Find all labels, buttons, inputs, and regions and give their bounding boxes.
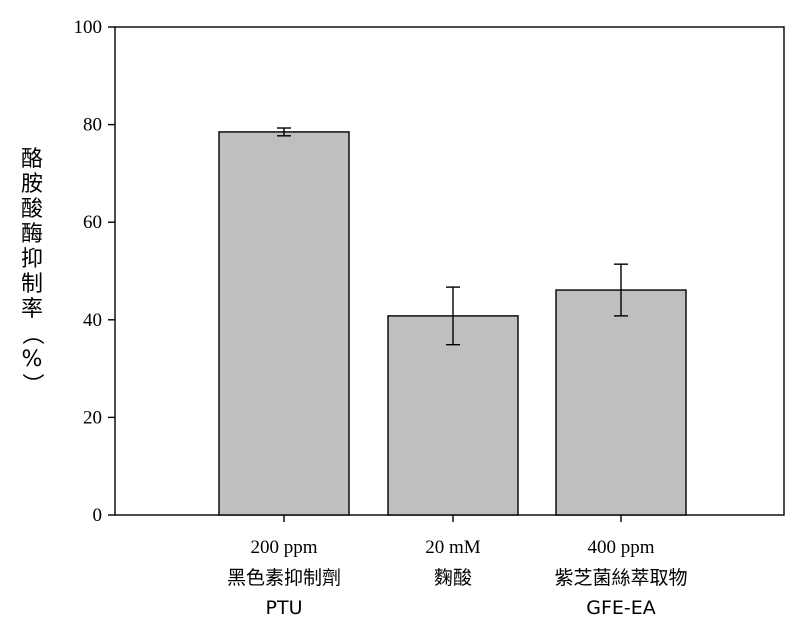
y-axis-label-char: 制 xyxy=(21,272,43,297)
y-tick-label: 0 xyxy=(93,505,103,526)
y-axis-ticks: 0 20 40 60 80 100 xyxy=(74,17,115,526)
y-axis-label-char: 酪 xyxy=(21,147,43,172)
y-axis-label-char: ） xyxy=(19,373,44,395)
y-axis-label-char: 抑 xyxy=(21,247,43,272)
y-tick-label: 40 xyxy=(83,310,102,331)
x-category-name: 麴酸 xyxy=(434,567,472,589)
x-category-code: GFE-EA xyxy=(586,597,656,619)
x-category-name: 紫芝菌絲萃取物 xyxy=(554,567,687,589)
x-category-name: 黑色素抑制劑 xyxy=(227,567,341,589)
y-tick-label: 100 xyxy=(74,17,103,38)
y-axis-label-char: （ xyxy=(19,323,44,345)
bar xyxy=(387,315,519,516)
y-axis-label-char: 率 xyxy=(21,297,43,322)
x-category-dose: 400 ppm xyxy=(587,537,654,558)
y-tick-label: 20 xyxy=(83,407,102,428)
y-axis-label-char: 酶 xyxy=(21,222,43,247)
x-category-code: PTU xyxy=(266,597,303,619)
x-axis-ticks: 200 ppm 黑色素抑制劑 PTU 20 mM 麴酸 400 ppm 紫芝菌絲萃取物 GFE… xyxy=(227,515,688,619)
x-category-dose: 200 ppm xyxy=(250,537,317,558)
y-tick-label: 80 xyxy=(83,115,102,136)
y-tick-label: 60 xyxy=(83,212,102,233)
bar xyxy=(555,289,687,516)
y-axis-label-char: 酸 xyxy=(21,197,43,222)
bar-group xyxy=(218,131,687,516)
error-bar-group xyxy=(277,127,628,346)
x-category-dose: 20 mM xyxy=(425,537,481,558)
y-axis-label-char: 胺 xyxy=(21,172,43,197)
bar xyxy=(218,131,350,516)
y-axis-label-char: % xyxy=(22,347,43,372)
